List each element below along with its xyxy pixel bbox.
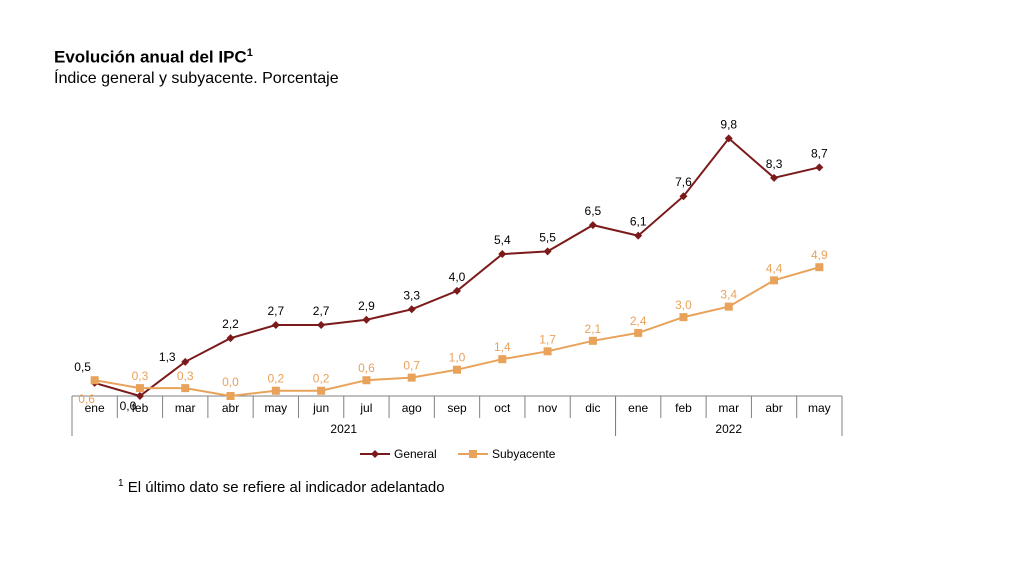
data-label-subyacente: 0,2 xyxy=(267,372,284,386)
data-point-general xyxy=(181,357,190,366)
data-label-general: 6,1 xyxy=(630,215,647,229)
data-point-general xyxy=(271,321,280,330)
data-point-general xyxy=(634,231,643,240)
x-tick-label: feb xyxy=(132,401,149,415)
data-point-general xyxy=(317,321,326,330)
x-tick-label: ago xyxy=(402,401,422,415)
x-tick-label: abr xyxy=(222,401,239,415)
data-label-general: 2,2 xyxy=(222,317,239,331)
x-tick-label: abr xyxy=(765,401,782,415)
data-label-subyacente: 3,4 xyxy=(720,288,737,302)
data-label-subyacente: 0,6 xyxy=(78,392,95,406)
data-point-general xyxy=(135,392,144,400)
data-point-subyacente xyxy=(317,386,326,395)
year-label: 2022 xyxy=(715,422,742,436)
data-label-subyacente: 1,7 xyxy=(539,332,556,346)
data-label-general: 9,8 xyxy=(720,117,737,131)
data-point-general xyxy=(226,334,235,343)
data-label-general: 0,5 xyxy=(74,360,91,374)
data-label-subyacente: 0,3 xyxy=(132,369,149,383)
x-tick-label: ene xyxy=(85,401,105,415)
chart-subtitle: Índice general y subyacente. Porcentaje xyxy=(54,70,339,87)
data-label-subyacente: 0,2 xyxy=(313,372,330,386)
data-point-subyacente xyxy=(226,392,235,400)
data-point-subyacente xyxy=(90,376,99,385)
data-point-subyacente xyxy=(362,376,371,385)
data-point-subyacente xyxy=(679,313,688,322)
x-tick-label: nov xyxy=(538,401,557,415)
data-point-subyacente xyxy=(453,365,461,374)
data-label-general: 6,5 xyxy=(585,204,602,218)
data-label-subyacente: 2,4 xyxy=(630,314,647,328)
data-point-general xyxy=(407,305,416,314)
data-label-subyacente: 0,0 xyxy=(222,375,239,389)
data-label-subyacente: 0,7 xyxy=(403,359,420,373)
data-point-subyacente xyxy=(724,302,733,311)
data-point-general xyxy=(588,221,597,230)
chart-title: Evolución anual del IPC1 xyxy=(54,47,253,67)
x-tick-label: may xyxy=(264,401,287,415)
data-label-general: 2,7 xyxy=(313,304,330,318)
data-point-subyacente xyxy=(181,384,190,393)
data-label-general: 7,6 xyxy=(675,175,692,189)
x-tick-label: dic xyxy=(585,401,600,415)
data-label-general: 8,3 xyxy=(766,157,783,171)
legend-subyacente-marker xyxy=(469,450,477,458)
data-point-subyacente xyxy=(135,384,144,393)
legend-general-label: General xyxy=(394,447,437,461)
data-label-subyacente: 0,6 xyxy=(358,361,375,375)
year-label: 2021 xyxy=(330,422,357,436)
data-label-general: 8,7 xyxy=(811,146,828,160)
data-point-general xyxy=(498,250,507,259)
data-label-subyacente: 1,4 xyxy=(494,340,511,354)
data-point-general xyxy=(724,134,733,143)
data-label-general: 1,3 xyxy=(159,350,176,364)
x-tick-label: feb xyxy=(675,401,692,415)
data-point-subyacente xyxy=(543,347,552,356)
data-label-general: 4,0 xyxy=(449,270,466,284)
series-line-subyacente xyxy=(94,266,820,398)
data-point-subyacente xyxy=(498,355,507,364)
data-point-general xyxy=(453,286,461,295)
x-tick-label: mar xyxy=(175,401,196,415)
data-label-subyacente: 2,1 xyxy=(585,322,602,336)
data-point-subyacente xyxy=(271,386,280,395)
legend-subyacente-label: Subyacente xyxy=(492,447,556,461)
data-label-general: 5,5 xyxy=(539,230,556,244)
data-point-subyacente xyxy=(770,276,779,285)
data-label-subyacente: 3,0 xyxy=(675,298,692,312)
data-label-subyacente: 0,3 xyxy=(177,369,194,383)
x-tick-label: oct xyxy=(494,401,511,415)
data-label-subyacente: 1,0 xyxy=(449,351,466,365)
x-tick-label: may xyxy=(808,401,831,415)
data-label-general: 5,4 xyxy=(494,233,511,247)
data-point-general xyxy=(362,315,371,324)
legend-general-marker xyxy=(371,450,379,458)
data-point-subyacente xyxy=(815,263,824,272)
line-chart: ene feb mar abr may jun jul ago sep oct nov dic ene f… xyxy=(71,117,843,461)
x-tick-label: sep xyxy=(447,401,467,415)
data-label-subyacente: 4,4 xyxy=(766,261,783,275)
x-tick-label: mar xyxy=(718,401,739,415)
x-tick-label: jun xyxy=(312,401,329,415)
footnote-marker: 1 xyxy=(118,478,124,489)
data-point-general xyxy=(815,163,824,172)
data-label-general: 2,9 xyxy=(358,299,375,313)
data-label-general: 2,7 xyxy=(267,304,284,318)
data-point-general xyxy=(770,173,779,182)
data-point-subyacente xyxy=(407,373,416,382)
data-label-subyacente: 4,9 xyxy=(811,248,828,262)
x-tick-label: ene xyxy=(628,401,648,415)
footnote: 1 El último dato se refiere al indicador… xyxy=(118,478,445,496)
data-point-subyacente xyxy=(634,328,643,337)
data-point-subyacente xyxy=(588,336,597,345)
data-point-general xyxy=(679,192,688,201)
x-tick-label: jul xyxy=(359,401,372,415)
data-label-general: 0,0 xyxy=(120,399,137,413)
footnote-text: El último dato se refiere al indicador a… xyxy=(127,479,445,496)
data-point-general xyxy=(543,247,552,256)
data-label-general: 3,3 xyxy=(403,288,420,302)
title-footnote-marker: 1 xyxy=(246,47,253,59)
